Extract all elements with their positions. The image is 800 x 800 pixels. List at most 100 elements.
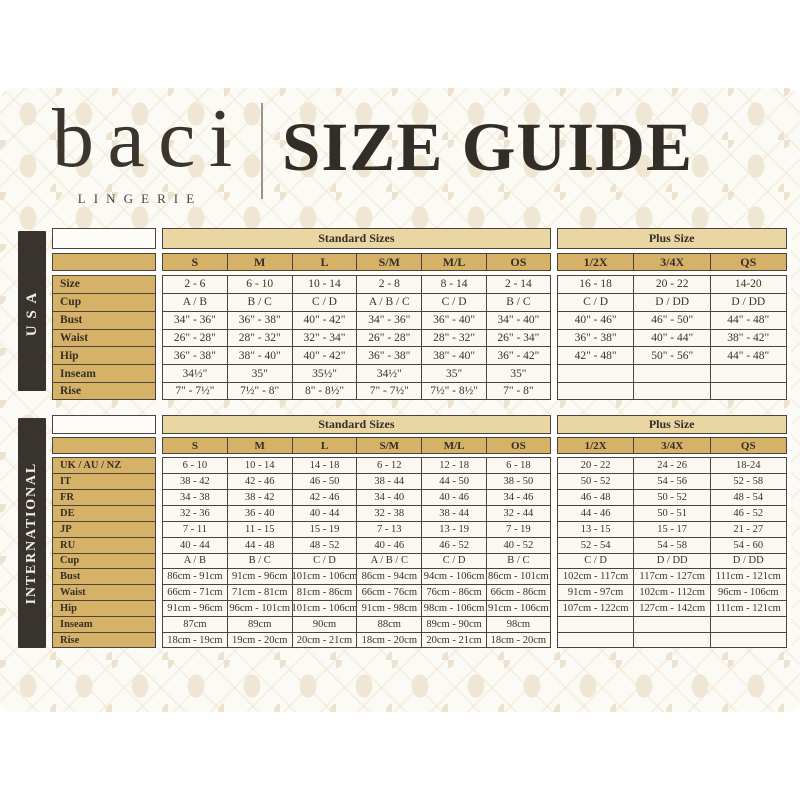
table-corner-cell xyxy=(52,228,156,249)
size-value-cell: 2 - 14 xyxy=(485,275,551,293)
size-value-cell: 12 - 18 xyxy=(421,457,486,473)
size-value-cell: 54 - 56 xyxy=(633,472,710,489)
column-header-cell: S/M xyxy=(356,253,422,271)
size-value-cell: 7½" - 8½" xyxy=(421,382,486,400)
size-value-cell: 7" - 8" xyxy=(485,382,551,400)
row-label-cell: Inseam xyxy=(52,616,156,633)
column-header-cell: 3/4X xyxy=(633,253,710,271)
size-value-cell: 8" - 8½" xyxy=(291,382,357,400)
size-value-cell: 38" - 42" xyxy=(709,328,787,347)
size-value-cell: 50 - 52 xyxy=(633,488,710,505)
size-value-cell: 34" - 40" xyxy=(485,310,551,329)
size-value-cell: 71cm - 81cm xyxy=(226,584,292,601)
size-value-cell: 42 - 46 xyxy=(226,472,292,489)
size-value-cell: 50" - 56" xyxy=(633,346,710,365)
size-value-cell: C / D xyxy=(421,552,486,569)
size-value-cell xyxy=(556,616,634,633)
size-value-cell: 38 - 44 xyxy=(356,472,422,489)
size-value-cell: 32 - 36 xyxy=(162,504,227,521)
size-value-cell: 40 - 44 xyxy=(291,504,357,521)
page-title: SIZE GUIDE xyxy=(282,109,694,185)
size-value-cell: 35" xyxy=(421,364,486,383)
size-value-cell: 18cm - 19cm xyxy=(162,632,227,648)
row-label-cell: Size xyxy=(52,275,156,293)
size-value-cell: 36" - 38" xyxy=(226,310,292,329)
size-value-cell xyxy=(556,382,634,400)
size-value-cell: 94cm - 106cm xyxy=(421,568,486,585)
size-value-cell: 7" - 7½" xyxy=(162,382,227,400)
size-value-cell: D / DD xyxy=(709,292,787,311)
size-value-cell: 91cm - 96cm xyxy=(162,600,227,617)
size-value-cell: 86cm - 91cm xyxy=(162,568,227,585)
header-divider xyxy=(261,103,263,199)
column-header-cell: M/L xyxy=(421,437,486,454)
size-value-cell: 101cm - 106cm xyxy=(291,568,357,585)
size-value-cell: 98cm xyxy=(485,616,551,633)
size-value-cell: 20 - 22 xyxy=(556,457,634,473)
size-value-cell: 46 - 48 xyxy=(556,488,634,505)
size-value-cell: 89cm - 90cm xyxy=(421,616,486,633)
size-value-cell: 7 - 13 xyxy=(356,520,422,537)
column-header-cell: QS xyxy=(709,437,787,454)
size-value-cell: 36" - 40" xyxy=(421,310,486,329)
size-value-cell: 34" - 36" xyxy=(356,310,422,329)
size-value-cell: 6 - 12 xyxy=(356,457,422,473)
size-value-cell: 7½" - 8" xyxy=(226,382,292,400)
size-value-cell: 6 - 10 xyxy=(162,457,227,473)
size-value-cell: 46 - 50 xyxy=(291,472,357,489)
size-value-cell: A / B xyxy=(162,292,227,311)
size-value-cell: 40" - 42" xyxy=(291,310,357,329)
size-value-cell: 91cm - 98cm xyxy=(356,600,422,617)
size-value-cell: D / DD xyxy=(633,552,710,569)
size-value-cell: 8 - 14 xyxy=(421,275,486,293)
size-value-cell: 18cm - 20cm xyxy=(356,632,422,648)
row-label-cell: IT xyxy=(52,472,156,489)
column-header-cell: S/M xyxy=(356,437,422,454)
size-value-cell: 66cm - 86cm xyxy=(485,584,551,601)
row-label-cell: DE xyxy=(52,504,156,521)
size-value-cell: 40 - 46 xyxy=(356,536,422,553)
row-label-cell: Cup xyxy=(52,292,156,311)
column-header-cell: S xyxy=(162,253,227,271)
size-value-cell: 40 - 44 xyxy=(162,536,227,553)
size-value-cell: 38 - 42 xyxy=(226,488,292,505)
column-header-blank xyxy=(52,437,156,454)
size-value-cell: B / C xyxy=(485,552,551,569)
size-value-cell: 26" - 34" xyxy=(485,328,551,347)
size-value-cell: 13 - 19 xyxy=(421,520,486,537)
size-value-cell: 34 - 38 xyxy=(162,488,227,505)
size-value-cell: 44" - 48" xyxy=(709,346,787,365)
size-value-cell: 54 - 60 xyxy=(709,536,787,553)
section-header-plus: Plus Size xyxy=(556,415,787,434)
size-value-cell: 13 - 15 xyxy=(556,520,634,537)
row-label-cell: Hip xyxy=(52,600,156,617)
row-label-cell: RU xyxy=(52,536,156,553)
size-value-cell: 54 - 58 xyxy=(633,536,710,553)
size-value-cell: 20 - 22 xyxy=(633,275,710,293)
size-value-cell xyxy=(709,364,787,383)
row-label-cell: FR xyxy=(52,488,156,505)
size-value-cell: 36 - 40 xyxy=(226,504,292,521)
size-value-cell: 38" - 40" xyxy=(226,346,292,365)
size-value-cell: C / D xyxy=(556,552,634,569)
size-value-cell: 16 - 18 xyxy=(556,275,634,293)
size-value-cell: 14-20 xyxy=(709,275,787,293)
row-label-cell: Waist xyxy=(52,584,156,601)
region-strip-usa: USA xyxy=(18,231,46,391)
column-header-cell: M/L xyxy=(421,253,486,271)
table-corner-cell xyxy=(52,415,156,434)
page-header: baci LINGERIE SIZE GUIDE xyxy=(0,95,800,215)
size-value-cell: 127cm - 142cm xyxy=(633,600,710,617)
size-value-cell: 26" - 28" xyxy=(356,328,422,347)
row-label-cell: JP xyxy=(52,520,156,537)
section-header-standard: Standard Sizes xyxy=(162,415,551,434)
size-value-cell: 102cm - 117cm xyxy=(556,568,634,585)
size-value-cell: 86cm - 94cm xyxy=(356,568,422,585)
international-size-table: Standard Sizes Plus Size S M L S/M M/L OS 1/2X 3/… xyxy=(52,415,791,648)
region-label-international: INTERNATIONAL xyxy=(24,461,39,605)
size-value-cell: 50 - 51 xyxy=(633,504,710,521)
size-value-cell: 40" - 46" xyxy=(556,310,634,329)
size-value-cell: 52 - 54 xyxy=(556,536,634,553)
size-value-cell: 111cm - 121cm xyxy=(709,568,787,585)
size-value-cell: 88cm xyxy=(356,616,422,633)
